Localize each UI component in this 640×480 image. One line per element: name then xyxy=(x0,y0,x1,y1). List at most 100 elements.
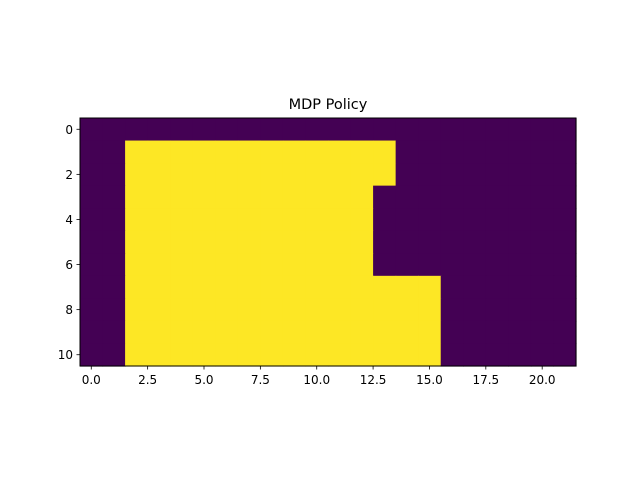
heatmap-cell xyxy=(260,163,284,187)
heatmap-cell xyxy=(395,298,419,322)
heatmap-cell xyxy=(125,163,149,187)
heatmap-cell xyxy=(553,230,577,254)
heatmap-cell xyxy=(328,140,352,164)
heatmap-cell xyxy=(192,230,216,254)
heatmap-cell xyxy=(237,253,261,277)
heatmap-cell xyxy=(530,163,555,187)
heatmap-cell xyxy=(305,208,329,232)
heatmap-cell xyxy=(192,253,216,277)
heatmap-cell xyxy=(395,118,419,142)
x-tick-label: 17.5 xyxy=(472,373,499,387)
heatmap-cell xyxy=(440,185,464,209)
heatmap-cell xyxy=(530,230,555,254)
heatmap-cell xyxy=(215,118,239,142)
heatmap-cell xyxy=(553,208,577,232)
heatmap-cell xyxy=(215,275,239,299)
heatmap-cell xyxy=(170,163,194,187)
heatmap-cell xyxy=(147,343,171,367)
heatmap-cell xyxy=(485,140,509,164)
heatmap-cell xyxy=(463,253,487,277)
heatmap-cell xyxy=(485,185,509,209)
heatmap-cell xyxy=(147,253,171,277)
heatmap-cell xyxy=(418,253,442,277)
heatmap-cell xyxy=(125,118,149,142)
heatmap-cell xyxy=(553,163,577,187)
heatmap-cell xyxy=(260,253,284,277)
heatmap-cell xyxy=(463,298,487,322)
heatmap-cell xyxy=(373,343,397,367)
y-tick-label: 2 xyxy=(65,168,73,182)
heatmap-cell xyxy=(328,253,352,277)
heatmap-cell xyxy=(282,275,307,299)
heatmap-cell xyxy=(305,298,329,322)
heatmap-cell xyxy=(418,343,442,367)
heatmap-cell xyxy=(485,208,509,232)
heatmap-cell xyxy=(80,208,104,232)
x-tick-label: 12.5 xyxy=(360,373,387,387)
heatmap-cell xyxy=(350,118,374,142)
heatmap-cell xyxy=(147,298,171,322)
heatmap-cell xyxy=(260,140,284,164)
heatmap-cell xyxy=(260,275,284,299)
heatmap-cell xyxy=(305,118,329,142)
heatmap-cell xyxy=(350,275,374,299)
x-tick-label: 5.0 xyxy=(194,373,213,387)
heatmap-cell xyxy=(418,275,442,299)
heatmap-cell xyxy=(305,163,329,187)
heatmap-cell xyxy=(237,230,261,254)
heatmap-cell xyxy=(373,163,397,187)
heatmap-cell xyxy=(553,320,577,345)
heatmap-cell xyxy=(170,343,194,367)
heatmap-cell xyxy=(102,343,126,367)
heatmap-cell xyxy=(463,230,487,254)
heatmap-cell xyxy=(373,118,397,142)
heatmap-cell xyxy=(328,230,352,254)
heatmap-cell xyxy=(125,298,149,322)
heatmap-cell xyxy=(80,118,104,142)
y-tick-label: 8 xyxy=(65,303,73,317)
heatmap-cell xyxy=(440,163,464,187)
heatmap-cell xyxy=(102,253,126,277)
heatmap-cell xyxy=(215,298,239,322)
heatmap-cell xyxy=(350,185,374,209)
heatmap-cell xyxy=(328,320,352,345)
heatmap-cell xyxy=(125,275,149,299)
heatmap-cell xyxy=(463,320,487,345)
heatmap-cell xyxy=(170,230,194,254)
heatmap-cell xyxy=(215,230,239,254)
heatmap-cell xyxy=(147,320,171,345)
heatmap-cell xyxy=(508,298,532,322)
x-tick-label: 20.0 xyxy=(529,373,556,387)
heatmap-cell xyxy=(373,140,397,164)
heatmap-cell xyxy=(237,185,261,209)
heatmap-cell xyxy=(80,230,104,254)
heatmap-cell xyxy=(80,298,104,322)
heatmap-cell xyxy=(373,230,397,254)
heatmap-cell xyxy=(440,343,464,367)
heatmap-cell xyxy=(440,320,464,345)
heatmap-cell xyxy=(373,275,397,299)
heatmap-cell xyxy=(440,140,464,164)
heatmap-cell xyxy=(125,253,149,277)
heatmap-cell xyxy=(305,275,329,299)
x-tick-label: 10.0 xyxy=(303,373,330,387)
heatmap-cell xyxy=(260,185,284,209)
heatmap-cell xyxy=(282,140,307,164)
heatmap-cell xyxy=(530,140,555,164)
heatmap-cell xyxy=(282,118,307,142)
heatmap-cell xyxy=(418,163,442,187)
heatmap-cell xyxy=(328,208,352,232)
heatmap-cell xyxy=(508,320,532,345)
heatmap-cell xyxy=(192,298,216,322)
heatmap-cell xyxy=(282,320,307,345)
heatmap-cell xyxy=(170,140,194,164)
heatmap-cell xyxy=(192,208,216,232)
heatmap-cell xyxy=(440,253,464,277)
chart-title: MDP Policy xyxy=(289,97,368,113)
heatmap-cell xyxy=(192,163,216,187)
heatmap-cell xyxy=(508,343,532,367)
heatmap-cell xyxy=(508,163,532,187)
heatmap-cell xyxy=(350,298,374,322)
heatmap-cell xyxy=(508,230,532,254)
